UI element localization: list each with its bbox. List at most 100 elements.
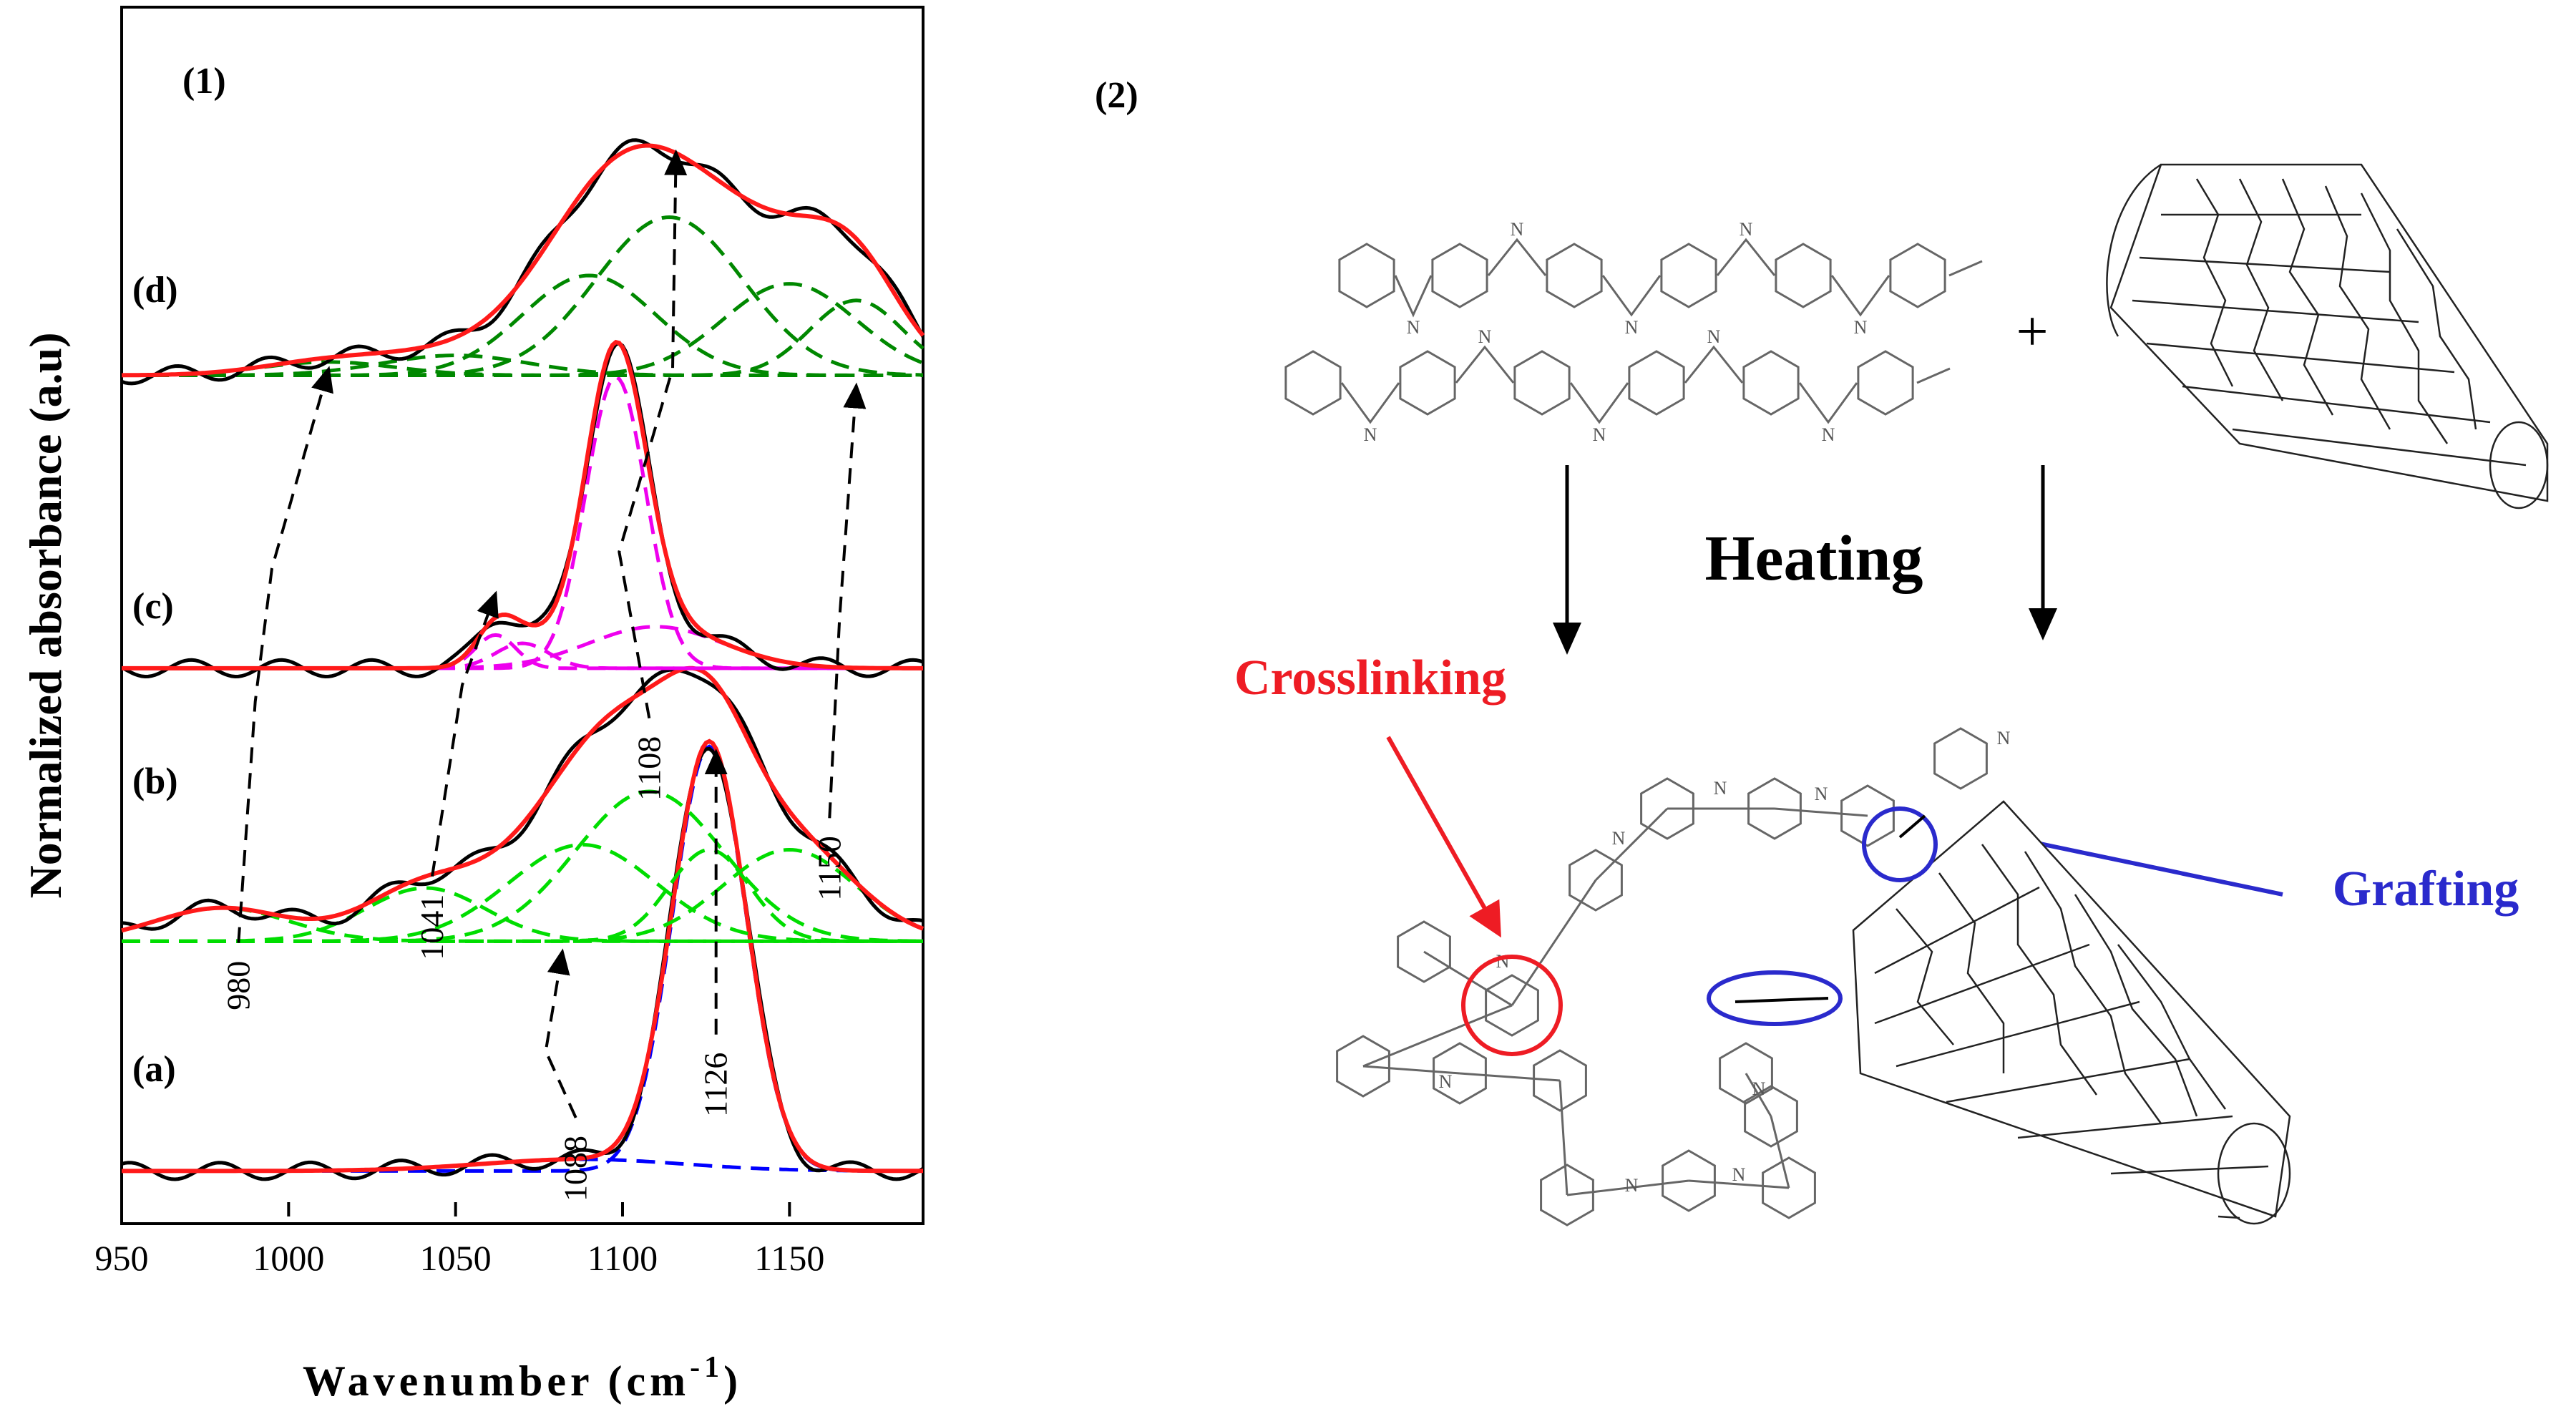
chain-bond [1798, 382, 1858, 424]
nitrogen-atom-label: N [1612, 828, 1626, 849]
polyaniline-chain-top: N N N N N N N N N N [1284, 219, 1983, 445]
chain-bond [1487, 238, 1547, 276]
network-bond [1688, 1179, 1790, 1189]
nitrogen-atom-label: N [1732, 1164, 1746, 1185]
nitrogen-atom-label: N [1625, 1175, 1639, 1196]
benzene-ring [1640, 777, 1694, 840]
component-peak [122, 273, 923, 377]
chain-bond [1340, 382, 1400, 424]
carbon-nanotube-bottom [1852, 800, 2291, 1225]
chain-bond [1569, 382, 1629, 424]
crosslinking-label: Crosslinking [1234, 650, 1506, 706]
benzene-ring [1540, 1164, 1594, 1227]
benzene-ring [1662, 1149, 1716, 1212]
chain-bond [1716, 238, 1776, 276]
plus-sign: + [2016, 301, 2048, 364]
benzene-ring [1775, 243, 1832, 308]
nitrogen-atom-label: N [1364, 424, 1377, 445]
graft-ellipse-middle [1707, 970, 1843, 1026]
benzene-ring [1338, 243, 1395, 308]
benzene-ring [1840, 784, 1895, 847]
chain-terminal-bond [1916, 367, 1951, 384]
nitrogen-atom-label: N [1625, 317, 1639, 338]
chain-bond [1684, 345, 1744, 384]
nitrogen-atom-label: N [1740, 219, 1753, 240]
chain-bond [1830, 275, 1890, 317]
network-bond [1423, 950, 1513, 1007]
network-bond [1459, 1072, 1561, 1082]
benzene-ring [1533, 1049, 1587, 1112]
x-tick-label: 1150 [754, 1238, 824, 1278]
nitrogen-atom-label: N [1407, 317, 1420, 338]
benzene-ring [1431, 243, 1488, 308]
benzene-ring [1628, 350, 1685, 416]
fitted-spectrum [121, 143, 925, 378]
benzene-ring [1568, 849, 1623, 912]
x-axis-label-sup: -1 [690, 1351, 723, 1384]
nitrogen-atom-label: N [1439, 1071, 1453, 1092]
nitrogen-atom-label: N [1822, 424, 1835, 445]
tick-layer: 950 1000 1050 1100 1150 [95, 1202, 824, 1278]
component-peak [122, 625, 923, 670]
component-peak [122, 641, 923, 670]
network-bond [1774, 807, 1868, 817]
plot-frame [120, 6, 924, 1225]
component-peak [122, 215, 924, 377]
benzene-ring [1546, 243, 1603, 308]
benzene-ring [1513, 350, 1571, 416]
nitrogen-atom-label: N [1752, 1078, 1766, 1099]
grafting-label: Grafting [2333, 862, 2519, 917]
component-peak [122, 298, 924, 377]
heating-label: Heating [1705, 523, 1923, 594]
nitrogen-atom-label: N [1714, 778, 1727, 799]
guide-line [431, 590, 499, 877]
x-tick-label: 1050 [420, 1238, 492, 1278]
benzene-ring [1762, 1156, 1816, 1219]
experimental-spectrum [121, 138, 925, 386]
fitted-spectrum [121, 665, 924, 933]
network-bond [1558, 1080, 1568, 1196]
panel-label-2: (2) [1095, 75, 1138, 116]
nitrogen-atom-label: N [1707, 326, 1721, 347]
component-peak [122, 842, 923, 943]
network-bond [1362, 1065, 1460, 1075]
graft-bond-middle [1735, 997, 1829, 1003]
network-bond [1511, 879, 1597, 1006]
network-bond [1770, 1116, 1790, 1189]
x-axis-label: Wavenumber (cm-1) [303, 1351, 742, 1405]
x-axis-label-close: ) [723, 1357, 742, 1405]
guide-line [544, 948, 577, 1118]
network-bond [1362, 1004, 1513, 1068]
benzene-ring [1857, 350, 1914, 416]
nitrogen-atom-label: N [1496, 951, 1510, 972]
reaction-scheme: (2) N N N N N N N N N N + Heating Crosslinking Gr… [1095, 75, 2549, 1227]
guide-line-label: 1126 [698, 1053, 734, 1117]
y-axis-label: Normalized absorbance (a.u) [20, 332, 71, 898]
benzene-ring [1399, 350, 1456, 416]
crosslink-circle [1461, 955, 1563, 1056]
guide-line-label: 1108 [630, 736, 667, 801]
x-axis-label-base: Wavenumber (cm [303, 1357, 690, 1405]
component-peak [122, 374, 923, 670]
crosslinking-arrow [1386, 736, 1501, 938]
ftir-chart: 980 1041 1088 1108 1126 1150 (a) (b) (c) (d) 950… [20, 6, 925, 1405]
chain-bond [1601, 275, 1662, 317]
spectrum-label: (b) [132, 761, 178, 801]
nitrogen-atom-label: N [1815, 784, 1828, 804]
spectrum-label: (c) [132, 586, 174, 627]
spectrum-label: (a) [132, 1049, 176, 1090]
label-layer: (a) (b) (c) (d) [132, 270, 178, 1090]
benzene-ring [1889, 243, 1946, 308]
graft-circle-top [1862, 806, 1938, 882]
nitrogen-atom-label: N [1854, 317, 1868, 338]
guide-line-label: 1150 [811, 836, 847, 900]
guide-line-label: 980 [220, 961, 256, 1010]
component-peak [122, 886, 923, 943]
guide-layer: 980 1041 1088 1108 1126 1150 [220, 149, 867, 1201]
component-peak [122, 789, 923, 943]
benzene-ring [1284, 350, 1342, 416]
fitted-spectrum [122, 339, 923, 670]
benzene-ring [1744, 1085, 1798, 1148]
guide-line [828, 382, 867, 819]
